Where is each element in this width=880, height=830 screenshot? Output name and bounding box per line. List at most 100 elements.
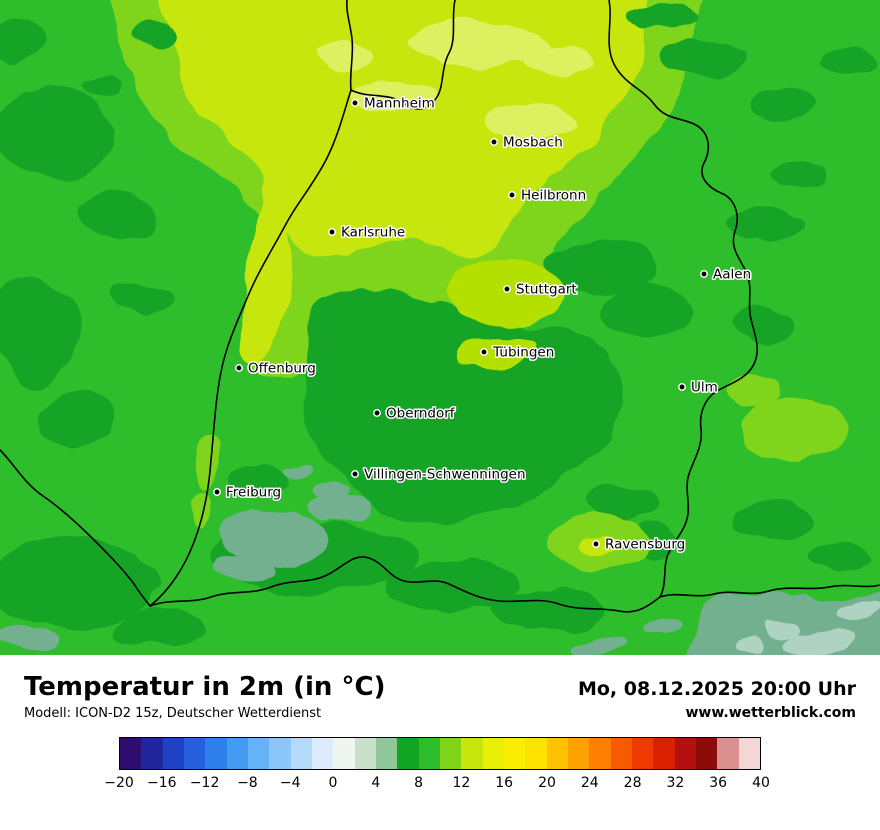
legend-color-segment — [397, 738, 419, 769]
city-dot — [503, 285, 511, 293]
city-dot — [490, 138, 498, 146]
legend-tick-label: 32 — [666, 775, 685, 791]
city-dot — [373, 409, 381, 417]
website-url: www.wetterblick.com — [685, 705, 857, 721]
city-marker: Stuttgart — [503, 280, 578, 299]
city-label: Mannheim — [364, 96, 435, 112]
city-dot — [351, 99, 359, 107]
legend-color-segment — [503, 738, 526, 769]
city-label: Ulm — [691, 380, 718, 396]
city-label: Karlsruhe — [341, 225, 405, 241]
legend-color-segment — [290, 738, 312, 769]
legend-tick-label: 24 — [580, 775, 599, 791]
city-dot — [508, 191, 516, 199]
border-line-switzerland — [149, 556, 661, 613]
city-label: Heilbronn — [521, 188, 586, 204]
footer-meta-row: Modell: ICON-D2 15z, Deutscher Wetterdie… — [0, 702, 880, 721]
border-line-rhine-north — [346, 0, 354, 91]
city-marker: Mosbach — [490, 133, 564, 152]
city-dot — [480, 348, 488, 356]
legend-color-segment — [120, 738, 142, 769]
legend-color-segment — [375, 738, 398, 769]
legend-tick-label: 8 — [414, 775, 424, 791]
legend-tick-label: −16 — [147, 775, 177, 791]
legend-color-segment — [631, 738, 654, 769]
page-title: Temperatur in 2m (in °C) — [24, 672, 386, 702]
city-marker: Heilbronn — [508, 186, 588, 205]
legend-color-segment — [567, 738, 590, 769]
legend-color-segment — [461, 738, 483, 769]
legend-color-segment — [162, 738, 184, 769]
city-label: Stuttgart — [516, 282, 577, 298]
legend-color-segment — [418, 738, 440, 769]
city-layer: Mannheim Mosbach Heilbronn Karlsruhe Stuttga… — [213, 94, 753, 554]
legend-color-segment — [589, 738, 611, 769]
legend-tick-label: 0 — [328, 775, 338, 791]
legend-color-segment — [482, 738, 504, 769]
legend-color-segment — [674, 738, 696, 769]
border-line-bodensee-east — [659, 584, 880, 598]
city-dot — [700, 270, 708, 278]
legend-tick-label: −12 — [189, 775, 220, 791]
legend-tick-label: 40 — [752, 775, 770, 791]
model-info: Modell: ICON-D2 15z, Deutscher Wetterdie… — [24, 706, 322, 721]
border-line-southwest — [0, 449, 151, 607]
border-line-north — [350, 0, 456, 110]
city-label: Offenburg — [248, 361, 316, 377]
legend-color-segment — [183, 738, 206, 769]
legend-tick-label: −4 — [279, 775, 301, 791]
city-label: Tübingen — [492, 345, 554, 361]
legend-color-segment — [653, 738, 675, 769]
city-marker: Offenburg — [235, 359, 317, 378]
city-label: Freiburg — [226, 485, 281, 501]
legend-color-segment — [205, 738, 227, 769]
weather-map: Mannheim Mosbach Heilbronn Karlsruhe Stuttga… — [0, 0, 880, 655]
legend-color-segment — [226, 738, 248, 769]
legend-color-segment — [738, 738, 760, 769]
city-label: Oberndorf — [386, 406, 456, 422]
city-marker: Ravensburg — [592, 535, 687, 554]
footer-title-row: Temperatur in 2m (in °C) Mo, 08.12.2025 … — [0, 655, 880, 702]
legend-tick-label: −20 — [104, 775, 134, 791]
forecast-datetime: Mo, 08.12.2025 20:00 Uhr — [577, 678, 856, 700]
city-marker: Oberndorf — [373, 404, 457, 423]
temperature-zones — [0, 0, 880, 655]
city-label: Ravensburg — [605, 537, 685, 553]
zone-chartreuse — [162, 0, 649, 363]
legend-color-segment — [333, 738, 355, 769]
legend-color-segment — [247, 738, 270, 769]
legend-color-bar — [119, 737, 761, 770]
color-legend: −20 −16 −12 −8 −4 0 4 8 12 16 20 24 28 32 36 40 — [104, 737, 770, 795]
city-marker: Karlsruhe — [328, 223, 407, 242]
zone-pale-chartreuse-spots — [317, 23, 595, 139]
legend-tick-labels: −20 −16 −12 −8 −4 0 4 8 12 16 20 24 28 32 36 40 — [104, 775, 770, 795]
city-dot — [328, 228, 336, 236]
legend-color-segment — [610, 738, 632, 769]
city-label: Villingen-Schwenningen — [364, 467, 526, 483]
border-line-france-rhine — [149, 89, 352, 607]
city-marker: Ulm — [678, 378, 719, 397]
legend-tick-label: 28 — [623, 775, 642, 791]
city-marker: Aalen — [700, 265, 753, 284]
legend-color-segment — [717, 738, 739, 769]
city-dot — [592, 540, 600, 548]
city-marker: Tübingen — [480, 343, 556, 362]
city-marker: Freiburg — [213, 483, 283, 502]
city-marker: Mannheim — [351, 94, 436, 113]
city-dot — [678, 383, 686, 391]
legend-color-segment — [525, 738, 547, 769]
city-dot — [235, 364, 243, 372]
legend-color-segment — [141, 738, 163, 769]
legend-tick-label: −8 — [237, 775, 258, 791]
city-marker: Villingen-Schwenningen — [351, 465, 527, 484]
zone-pale-mint-spots — [730, 601, 878, 655]
legend-tick-label: 4 — [371, 775, 381, 791]
legend-color-segment — [439, 738, 462, 769]
legend-color-segment — [311, 738, 334, 769]
legend-color-segment — [546, 738, 568, 769]
legend-tick-label: 20 — [538, 775, 556, 791]
city-label: Aalen — [713, 267, 751, 283]
legend-tick-label: 12 — [452, 775, 471, 791]
border-line-bavaria-east — [608, 0, 758, 598]
legend-color-segment — [695, 738, 718, 769]
